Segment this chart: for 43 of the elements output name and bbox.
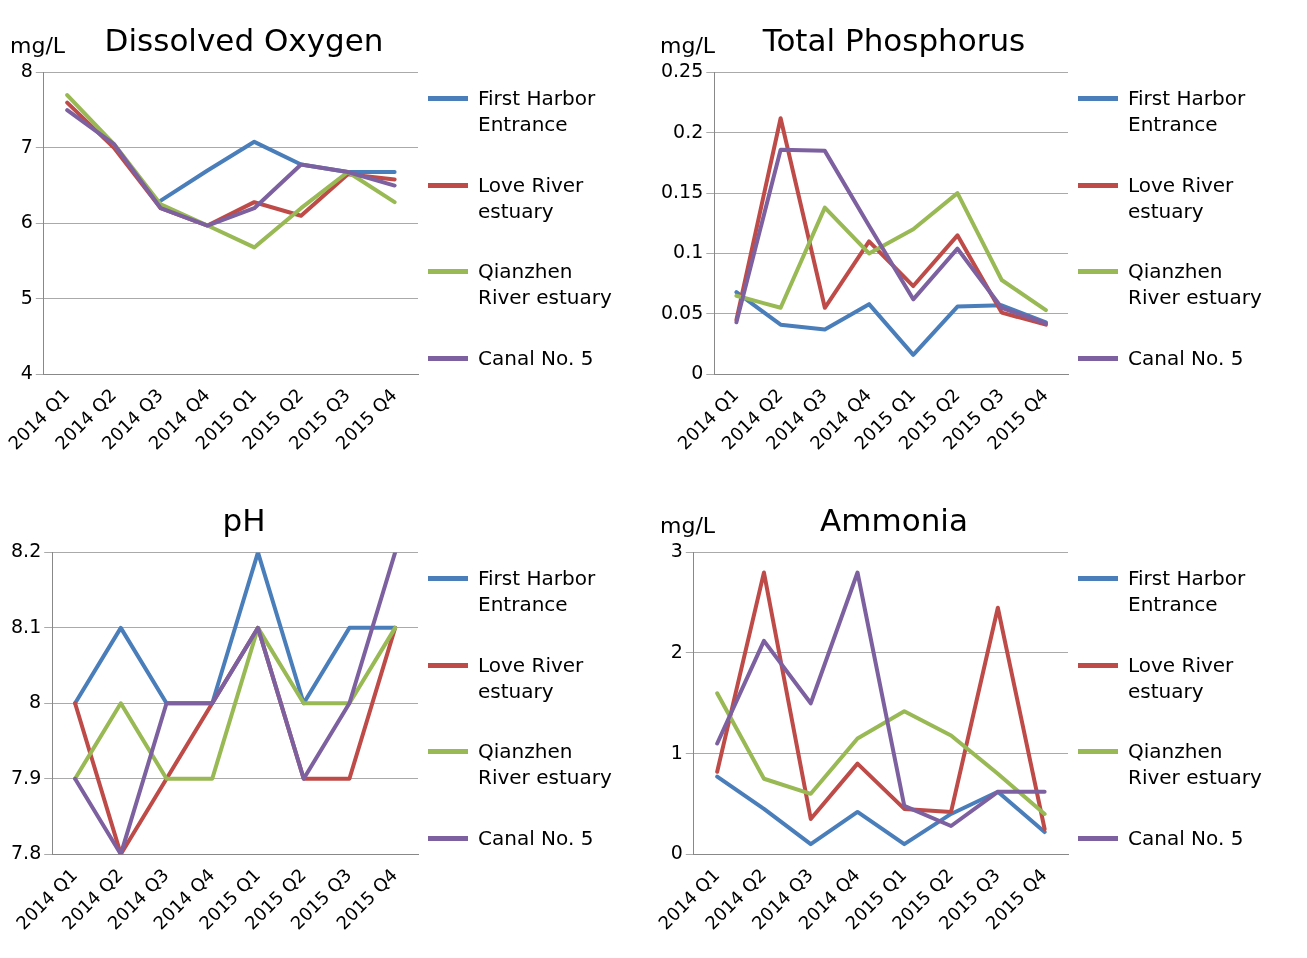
- y-axis-title: mg/L: [660, 33, 716, 58]
- legend-label: First Harbor Entrance: [478, 565, 597, 618]
- y-tick-label: 0.2: [673, 119, 704, 142]
- chart-title: Dissolved Oxygen: [103, 22, 385, 58]
- legend-label: Love River estuary: [1128, 171, 1235, 224]
- y-tick-label: 8: [29, 690, 42, 713]
- legend-label: Canal No. 5: [1128, 824, 1244, 851]
- y-tick-label: 0: [670, 841, 683, 864]
- y-tick-label: 0.15: [660, 180, 704, 203]
- y-tick-label: 1: [670, 740, 683, 763]
- y-tick-label: 4: [20, 361, 33, 384]
- y-tick-label: 0.1: [673, 240, 704, 263]
- y-tick-label: 0: [691, 361, 704, 384]
- chart-title: Total Phosphorus: [761, 22, 1027, 58]
- y-tick-label: 8: [20, 59, 33, 82]
- y-tick-label: 7.8: [11, 841, 42, 864]
- y-tick-label: 7: [20, 134, 33, 157]
- legend-label: Love River estuary: [1128, 651, 1235, 704]
- legend-label: First Harbor Entrance: [1128, 85, 1247, 138]
- legend-label: Qianzhen River estuary: [478, 258, 613, 311]
- y-axis-title: mg/L: [10, 33, 66, 58]
- legend-label: First Harbor Entrance: [1128, 565, 1247, 618]
- chart-title: pH: [221, 502, 267, 538]
- legend-label: Canal No. 5: [478, 344, 594, 371]
- legend-label: Qianzhen River estuary: [1128, 738, 1263, 791]
- chart-title: Ammonia: [819, 502, 969, 538]
- legend-label: Qianzhen River estuary: [478, 738, 613, 791]
- legend-label: First Harbor Entrance: [478, 85, 597, 138]
- legend-label: Canal No. 5: [1128, 344, 1244, 371]
- legend-label: Love River estuary: [478, 651, 585, 704]
- y-tick-label: 8.2: [11, 539, 42, 562]
- y-tick-label: 3: [670, 539, 683, 562]
- y-tick-label: 2: [670, 639, 683, 662]
- legend-label: Love River estuary: [478, 171, 585, 224]
- y-tick-label: 6: [20, 210, 33, 233]
- legend-label: Canal No. 5: [478, 824, 594, 851]
- legend-label: Qianzhen River estuary: [1128, 258, 1263, 311]
- y-tick-label: 8.1: [11, 614, 42, 637]
- y-tick-label: 7.9: [11, 765, 42, 788]
- y-axis-title: mg/L: [660, 513, 716, 538]
- y-tick-label: 5: [20, 285, 33, 308]
- y-tick-label: 0.05: [660, 300, 704, 323]
- y-tick-label: 0.25: [660, 59, 704, 82]
